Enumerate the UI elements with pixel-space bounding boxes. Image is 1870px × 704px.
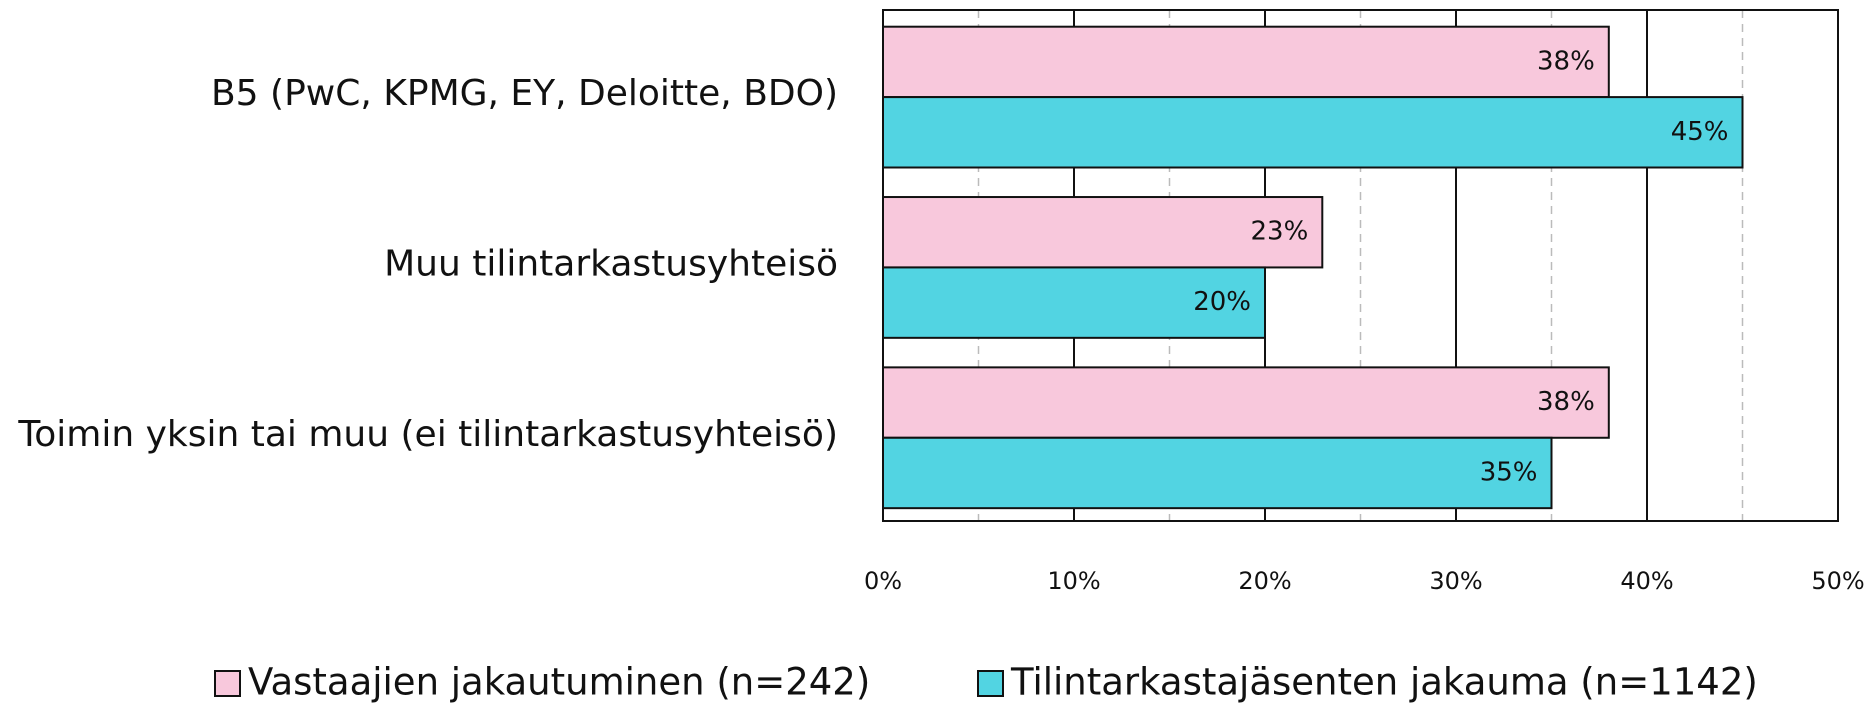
bar (882, 25, 1610, 99)
bar (882, 266, 1266, 339)
x-tick-label: 50% (1811, 567, 1864, 595)
legend-label: Vastaajien jakautuminen (n=242) (248, 661, 870, 704)
legend-label: Tilintarkastajäsenten jakauma (n=1142) (1010, 661, 1758, 704)
data-label: 45% (1671, 117, 1729, 147)
data-label: 38% (1537, 387, 1595, 417)
category-label: Toimin yksin tai muu (ei tilintarkastusy… (17, 414, 838, 455)
x-tick-label: 10% (1047, 567, 1100, 595)
legend-swatch (214, 670, 241, 697)
x-tick-label: 0% (864, 567, 902, 595)
x-tick-label: 40% (1620, 567, 1673, 595)
legend-swatch (977, 670, 1004, 697)
x-tick-label: 30% (1429, 567, 1482, 595)
bar (882, 96, 1744, 169)
data-label: 35% (1480, 457, 1538, 487)
bar (882, 366, 1610, 439)
category-label: B5 (PwC, KPMG, EY, Deloitte, BDO) (211, 73, 838, 114)
data-label: 23% (1251, 217, 1309, 247)
data-label: 20% (1193, 287, 1251, 317)
category-label: Muu tilintarkastusyhteisö (384, 244, 838, 285)
bar (882, 436, 1553, 510)
x-tick-label: 20% (1238, 567, 1291, 595)
data-label: 38% (1537, 46, 1595, 76)
